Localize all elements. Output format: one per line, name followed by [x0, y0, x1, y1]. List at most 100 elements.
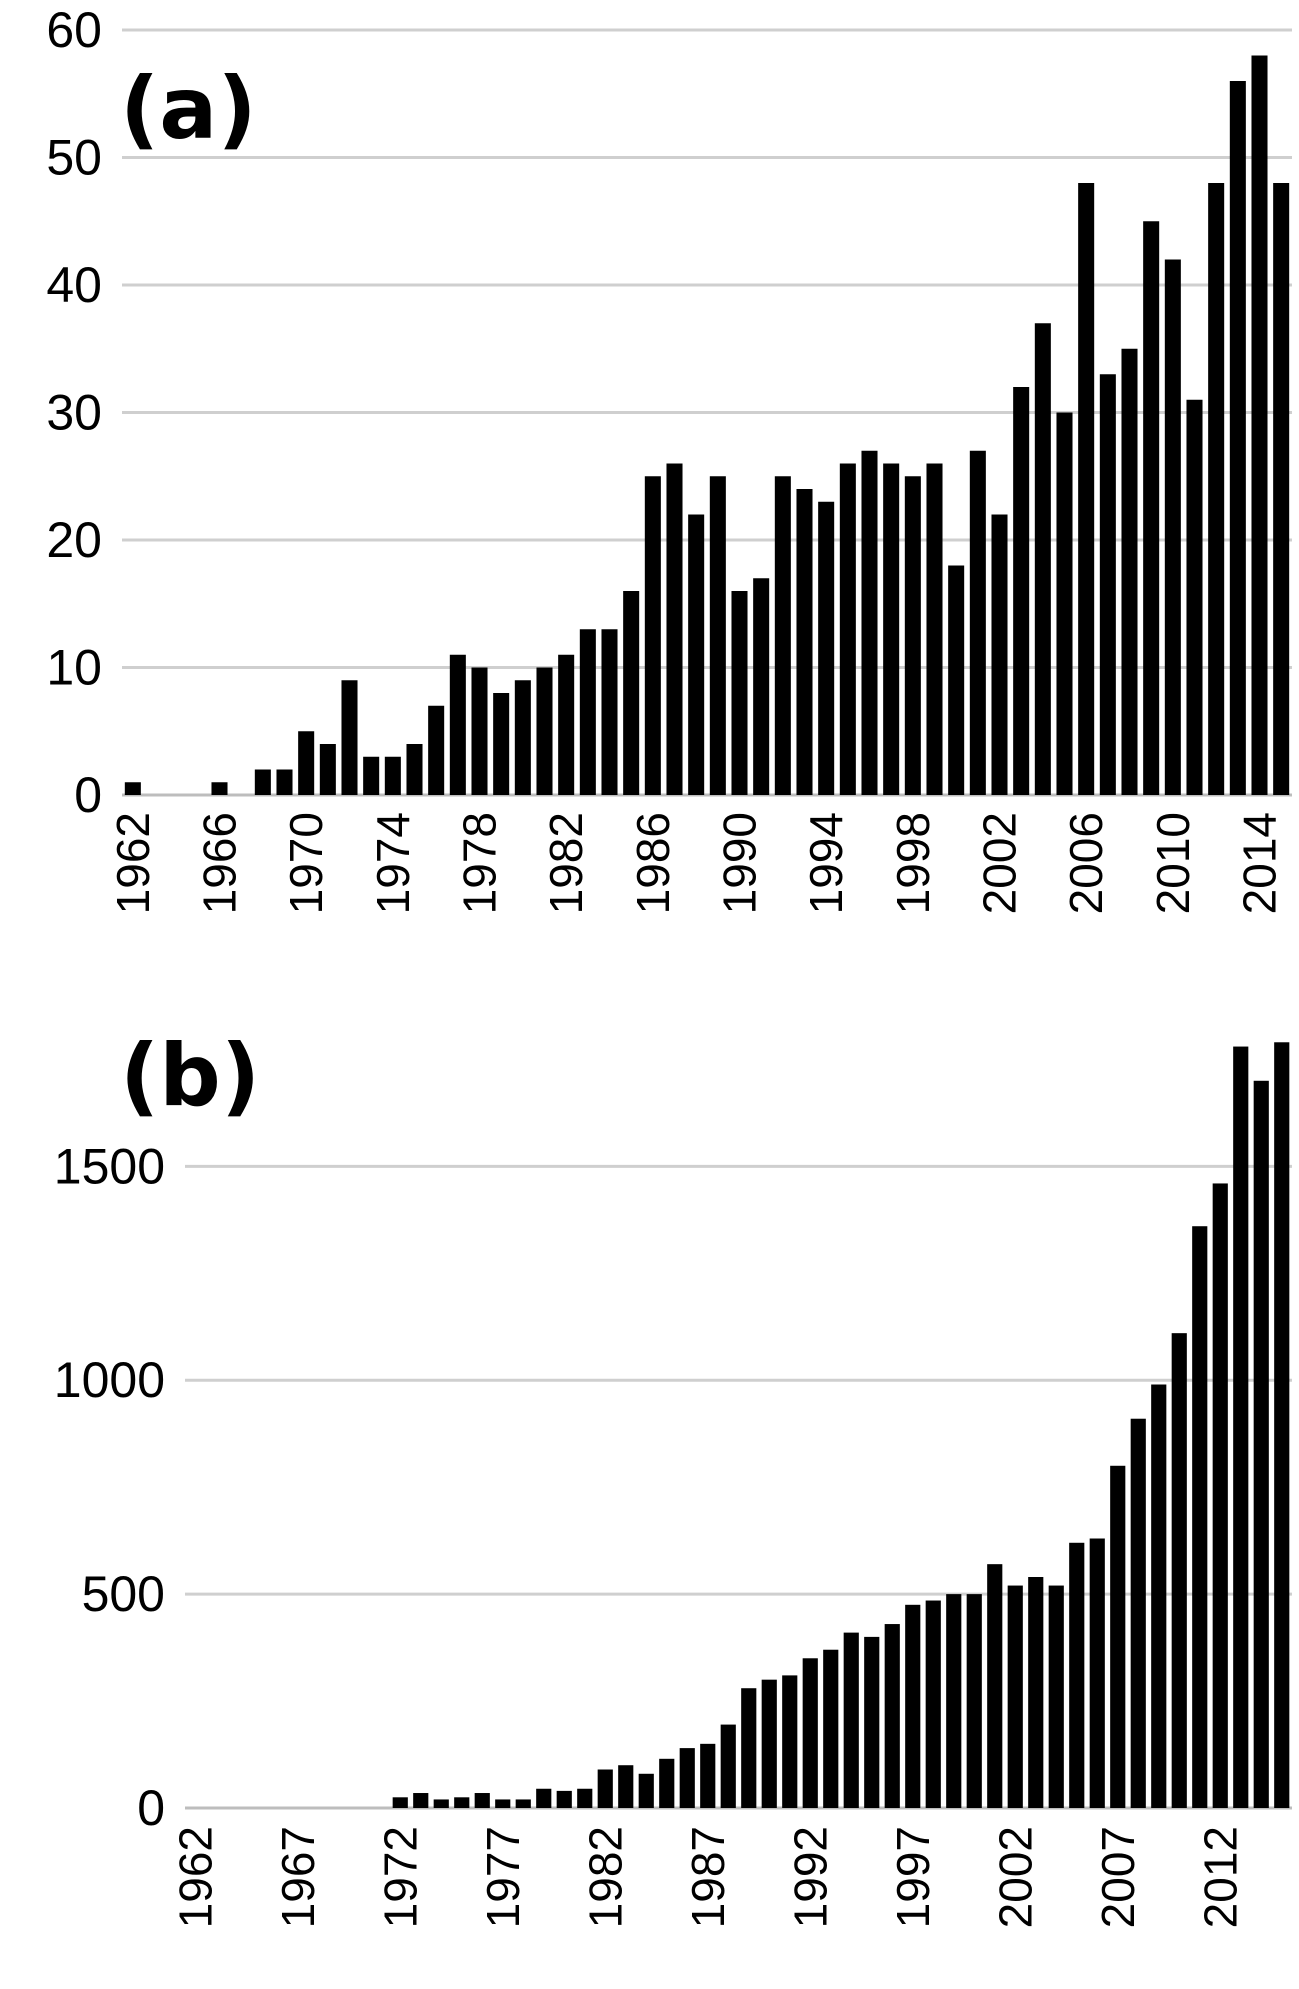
x-tick-label: 1978	[454, 812, 506, 914]
bar-1995	[864, 1636, 880, 1808]
y-tick-label: 500	[82, 1566, 165, 1622]
y-tick-label: 50	[46, 130, 102, 186]
x-tick-label: 1977	[477, 1826, 529, 1928]
bar-2008	[1130, 1418, 1146, 1808]
bar-1982	[597, 1769, 613, 1808]
bar-1986	[679, 1748, 695, 1808]
bar-1973	[413, 1793, 429, 1808]
bar-2010	[1164, 259, 1181, 795]
bar-1973	[363, 756, 380, 795]
x-tick-label: 1974	[367, 812, 419, 914]
bar-2015	[1273, 183, 1290, 795]
bar-1978	[471, 667, 488, 795]
bar-2006	[1089, 1538, 1105, 1808]
bar-1975	[454, 1797, 470, 1808]
bar-1969	[276, 769, 293, 795]
bar-1985	[659, 1758, 675, 1808]
bar-2010	[1171, 1333, 1187, 1808]
bar-1998	[904, 476, 921, 795]
y-tick-label: 60	[46, 2, 102, 58]
bar-1984	[638, 1773, 654, 1808]
bar-1984	[601, 629, 618, 795]
bar-1987	[700, 1743, 716, 1808]
bar-2007	[1110, 1465, 1126, 1808]
bar-1992	[802, 1658, 818, 1808]
x-tick-label: 1997	[887, 1826, 939, 1928]
y-tick-label: 0	[137, 1780, 165, 1836]
bar-1998	[925, 1600, 941, 1808]
panel-b-bar-chart: 0 500 1000 1500 1962 1967 1972 1977 1982 1987 1992…	[54, 1026, 1292, 1928]
bar-2006	[1078, 183, 1095, 795]
bar-1997	[905, 1604, 921, 1808]
bar-2004	[1034, 323, 1051, 795]
bar-1990	[731, 591, 748, 795]
bar-2013	[1229, 81, 1246, 795]
bar-1989	[709, 476, 726, 795]
bar-1974	[433, 1799, 449, 1808]
bar-1962	[124, 782, 141, 795]
bar-1985	[623, 591, 640, 795]
bar-2012	[1212, 1183, 1228, 1808]
x-tick-label: 1962	[169, 1826, 221, 1928]
bar-2009	[1143, 221, 1160, 795]
bar-2000	[966, 1594, 982, 1808]
bar-1979	[493, 693, 510, 795]
bar-2004	[1048, 1585, 1064, 1808]
x-tick-label: 1982	[579, 1826, 631, 1928]
bar-1979	[536, 1788, 552, 1808]
x-tick-label: 2012	[1194, 1826, 1246, 1928]
x-tick-label: 1972	[374, 1826, 426, 1928]
y-tick-label: 10	[46, 640, 102, 696]
bar-2011	[1186, 399, 1203, 795]
bar-2015	[1274, 1042, 1290, 1808]
bar-1996	[884, 1624, 900, 1808]
bar-1996	[861, 450, 878, 795]
bar-1968	[254, 769, 271, 795]
x-tick-label: 1982	[540, 812, 592, 914]
bar-2012	[1208, 183, 1225, 795]
x-tick-label: 1966	[194, 812, 246, 914]
bar-2013	[1233, 1046, 1249, 1808]
bar-2005	[1056, 412, 1073, 795]
x-tick-label: 1998	[887, 812, 939, 914]
x-tick-label: 1986	[627, 812, 679, 914]
bar-1995	[839, 463, 856, 795]
bar-1977	[495, 1799, 511, 1808]
bar-1988	[688, 514, 705, 795]
bar-2014	[1251, 55, 1268, 795]
bar-2001	[987, 1564, 1003, 1808]
bar-1976	[474, 1793, 490, 1808]
bar-2002	[991, 514, 1008, 795]
bar-1988	[720, 1724, 736, 1808]
bar-1997	[883, 463, 900, 795]
bar-1980	[514, 680, 531, 795]
bar-1971	[319, 744, 336, 795]
x-tick-label: 1962	[107, 812, 159, 914]
bar-1992	[774, 476, 791, 795]
bar-1981	[536, 667, 553, 795]
x-tick-label: 1970	[280, 812, 332, 914]
bar-1993	[796, 489, 813, 795]
panel-label: (a)	[120, 59, 257, 159]
bar-1989	[741, 1688, 757, 1808]
y-tick-label: 20	[46, 512, 102, 568]
bar-2011	[1192, 1226, 1208, 1808]
bar-1994	[843, 1632, 859, 1808]
bar-1999	[926, 463, 943, 795]
bar-1991	[782, 1675, 798, 1808]
panel-a-bar-chart: 0 10 20 30 40 50 60 1962 1966 1970 1974 1978 1982 198…	[46, 2, 1292, 914]
y-tick-label: 30	[46, 385, 102, 441]
bar-1978	[515, 1799, 531, 1808]
x-tick-label: 2002	[989, 1826, 1041, 1928]
x-tick-label: 2010	[1147, 812, 1199, 914]
bar-1972	[341, 680, 358, 795]
bar-1966	[211, 782, 228, 795]
bar-2003	[1028, 1577, 1044, 1808]
bar-1999	[946, 1594, 962, 1808]
x-tick-label: 2007	[1092, 1826, 1144, 1928]
bar-2005	[1069, 1542, 1085, 1808]
bar-1977	[449, 654, 466, 795]
bar-2009	[1151, 1384, 1167, 1808]
y-tick-label: 1000	[54, 1352, 165, 1408]
